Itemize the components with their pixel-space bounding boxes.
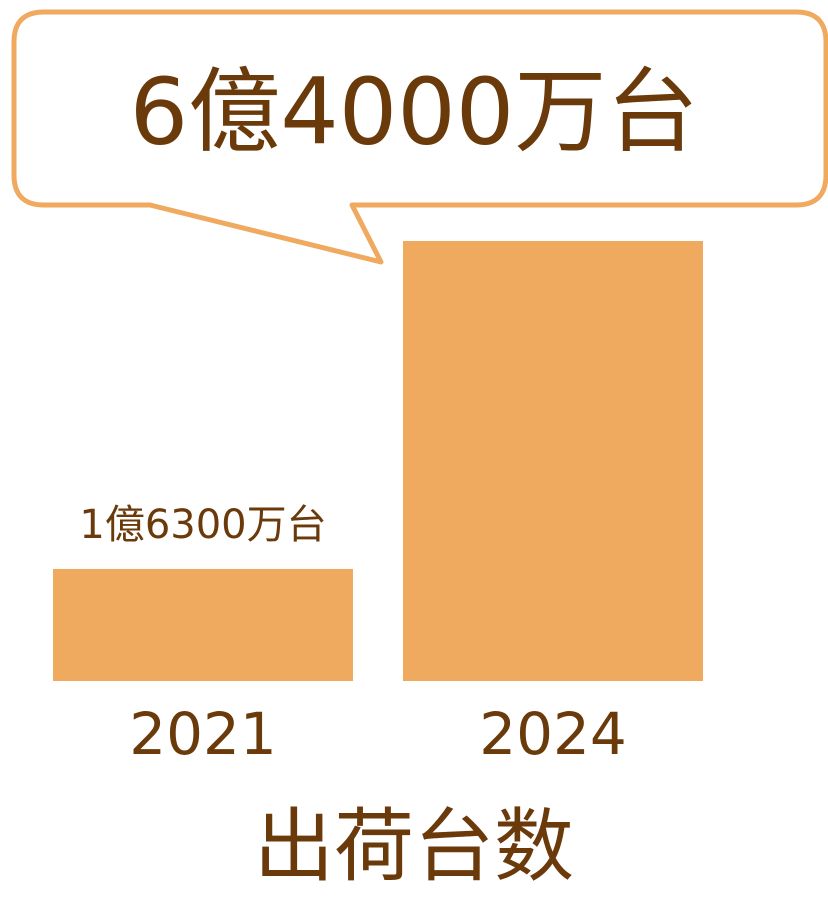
callout-value-label: 6億4000万台 [130, 58, 699, 165]
bar [53, 568, 353, 681]
value-label: 1億6300万台 [79, 502, 326, 548]
chart-title: 出荷台数 [254, 800, 574, 893]
x-tick-label: 2021 [129, 700, 277, 768]
callout-bubble [11, 9, 828, 265]
bar [403, 241, 703, 681]
x-tick-label: 2024 [479, 700, 627, 768]
